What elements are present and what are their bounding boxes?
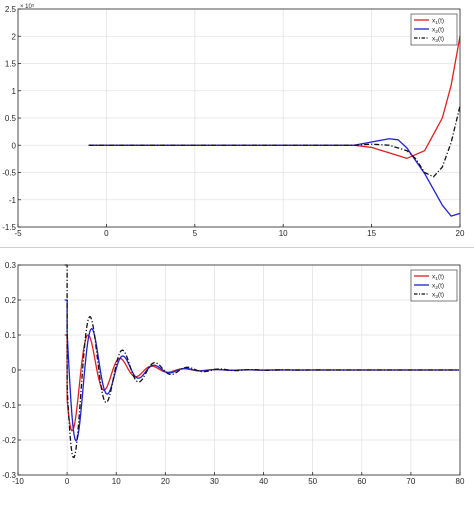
legend-suffix: (t) — [438, 26, 444, 33]
y-tick-label: 2.5 — [5, 5, 17, 14]
y-tick-label: -0.3 — [2, 471, 16, 480]
bottom-plot: -10 0 10 20 30 40 50 60 70 80 -0.3 -0.2 -0.1 0 0.1 0.2 0… — [2, 261, 465, 486]
y-tick-label: 2 — [12, 32, 17, 41]
legend-var: x — [432, 291, 436, 298]
legend-label: x1(t) — [432, 17, 444, 26]
y-tick-label: -0.1 — [2, 401, 16, 410]
y-tick-label: 0.2 — [5, 296, 17, 305]
x-tick-label: -10 — [12, 477, 24, 486]
legend-sub: 3 — [435, 38, 438, 44]
legend-var: x — [432, 282, 436, 289]
legend-suffix: (t) — [438, 273, 444, 280]
legend-suffix: (t) — [438, 17, 444, 24]
legend-sub: 3 — [435, 294, 438, 300]
x-tick-label: 20 — [456, 229, 465, 238]
legend-label: x2(t) — [432, 282, 444, 291]
series-line-1 — [88, 36, 461, 159]
legend-var: x — [432, 35, 436, 42]
x-tick-label: 70 — [406, 477, 415, 486]
legend-label: x3(t) — [432, 35, 444, 44]
y-tick-label: 0 — [12, 141, 17, 150]
x-tick-label: 10 — [279, 229, 288, 238]
panel-divider — [0, 247, 474, 248]
y-tick-label: -1 — [9, 196, 17, 205]
legend-sub: 2 — [435, 285, 438, 291]
legend-label: x3(t) — [432, 291, 444, 300]
legend-sub: 1 — [435, 276, 438, 282]
legend-var: x — [432, 26, 436, 33]
top-plot: -5 0 5 10 15 20-1.5-1-0.500.511.522.5 × 10⁵x1(… — [2, 3, 465, 238]
legend-sub: 2 — [435, 29, 438, 35]
legend-var: x — [432, 17, 436, 24]
x-tick-label: 20 — [161, 477, 170, 486]
x-tick-label: 15 — [367, 229, 376, 238]
y-tick-label: 0 — [12, 366, 17, 375]
y-exponent-label: × 10⁵ — [20, 3, 35, 10]
x-tick-label: 0 — [65, 477, 70, 486]
y-tick-label: 0.3 — [5, 261, 17, 270]
x-tick-label: 10 — [112, 477, 121, 486]
legend-label: x2(t) — [432, 26, 444, 35]
x-tick-label: 30 — [210, 477, 219, 486]
series-line-3 — [64, 264, 460, 459]
y-tick-label: -0.5 — [2, 169, 16, 178]
series-line-3 — [88, 105, 461, 178]
y-tick-label: 1.5 — [5, 60, 17, 69]
legend-suffix: (t) — [438, 282, 444, 289]
x-tick-label: 50 — [308, 477, 317, 486]
legend-label: x1(t) — [432, 273, 444, 282]
legend-suffix: (t) — [438, 291, 444, 298]
x-tick-label: 60 — [357, 477, 366, 486]
y-tick-label: 0.1 — [5, 331, 17, 340]
x-tick-label: 40 — [259, 477, 268, 486]
x-tick-label: 80 — [456, 477, 465, 486]
series-line-2 — [88, 138, 461, 217]
legend-var: x — [432, 273, 436, 280]
x-tick-label: -5 — [14, 229, 22, 238]
y-tick-label: -0.2 — [2, 436, 16, 445]
x-tick-label: 5 — [193, 229, 198, 238]
x-tick-label: 0 — [104, 229, 109, 238]
legend-suffix: (t) — [438, 35, 444, 42]
y-tick-label: -1.5 — [2, 223, 16, 232]
y-tick-label: 1 — [12, 87, 17, 96]
y-tick-label: 0.5 — [5, 114, 17, 123]
legend-sub: 1 — [435, 20, 438, 26]
